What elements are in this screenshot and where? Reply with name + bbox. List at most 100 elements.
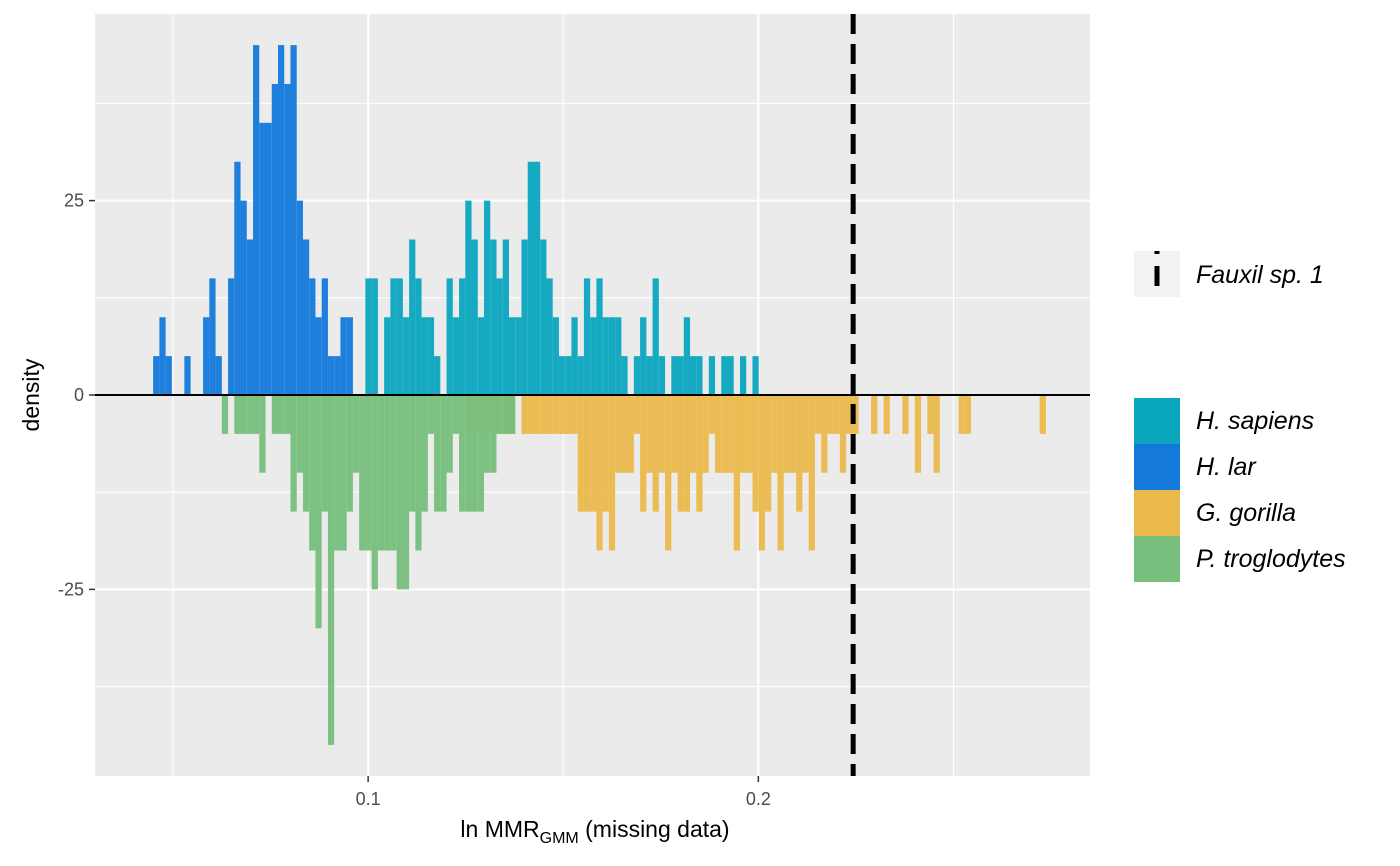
bar-p-troglodytes — [440, 395, 447, 512]
bar-g-gorilla — [583, 395, 591, 512]
bar-h-lar — [240, 200, 247, 395]
bar-p-troglodytes — [471, 395, 478, 512]
bar-g-gorilla — [652, 395, 659, 512]
bar-h-sapiens — [621, 356, 628, 395]
bar-h-sapiens — [490, 239, 497, 395]
bar-h-sapiens — [608, 317, 616, 395]
bar-p-troglodytes — [246, 395, 254, 434]
bar-h-lar — [246, 239, 254, 395]
bar-h-lar — [278, 45, 285, 395]
bar-h-lar — [271, 83, 279, 396]
bar-p-troglodytes — [402, 395, 410, 590]
bar-h-sapiens — [402, 317, 410, 395]
bar-g-gorilla — [927, 395, 934, 434]
bar-p-troglodytes — [415, 395, 422, 551]
bar-g-gorilla — [690, 395, 697, 473]
bar-g-gorilla — [808, 395, 815, 551]
bar-g-gorilla — [727, 395, 734, 473]
bar-g-gorilla — [802, 395, 809, 473]
bar-g-gorilla — [883, 395, 890, 434]
bar-g-gorilla — [764, 395, 772, 512]
bar-h-sapiens — [508, 317, 516, 395]
bar-h-lar — [209, 278, 216, 395]
bar-p-troglodytes — [271, 395, 279, 434]
bar-h-lar — [215, 356, 222, 395]
bar-g-gorilla — [546, 395, 553, 434]
bar-h-sapiens — [465, 200, 472, 395]
bar-h-sapiens — [421, 317, 428, 395]
y-axis: 25 0 -25 — [58, 191, 95, 599]
legend-entry-h-lar: H. lar — [1134, 444, 1257, 490]
bar-p-troglodytes — [334, 395, 341, 551]
bar-h-sapiens — [571, 317, 578, 395]
bar-h-lar — [334, 356, 341, 395]
bar-g-gorilla — [627, 395, 634, 473]
bar-g-gorilla — [814, 395, 822, 434]
x-axis-title-subscript: GMM — [540, 830, 579, 847]
bar-g-gorilla — [771, 395, 778, 473]
bar-h-sapiens — [633, 356, 641, 395]
bar-h-sapiens — [496, 278, 503, 395]
bar-h-sapiens — [671, 356, 678, 395]
bar-h-sapiens — [652, 278, 659, 395]
bar-g-gorilla — [739, 395, 747, 473]
bar-h-sapiens — [527, 161, 534, 395]
bar-p-troglodytes — [459, 395, 466, 512]
bar-p-troglodytes — [496, 395, 503, 434]
bar-h-lar — [321, 278, 328, 395]
legend-entry-p-troglodytes: P. troglodytes — [1134, 536, 1346, 582]
bar-p-troglodytes — [365, 395, 372, 551]
bar-h-sapiens — [708, 356, 716, 395]
bar-h-sapiens — [477, 317, 485, 395]
bar-h-sapiens — [427, 317, 435, 395]
legend-swatch-g-gorilla — [1134, 490, 1180, 536]
bar-p-troglodytes — [259, 395, 266, 473]
bar-h-lar — [284, 83, 291, 396]
bar-g-gorilla — [708, 395, 716, 434]
bar-p-troglodytes — [234, 395, 241, 434]
bar-h-sapiens — [752, 356, 759, 395]
bar-p-troglodytes — [296, 395, 303, 473]
bar-h-lar — [259, 122, 266, 395]
bar-p-troglodytes — [221, 395, 229, 434]
legend-entry-fauxil: Fauxil sp. 1 — [1134, 251, 1324, 297]
bar-h-sapiens — [515, 317, 522, 395]
bar-g-gorilla — [646, 395, 653, 473]
x-axis-title: ln MMRGMM (missing data) — [460, 816, 729, 847]
legend-swatch-h-sapiens — [1134, 398, 1180, 444]
x-axis-title-main: ln MMR — [460, 816, 539, 842]
bar-p-troglodytes — [309, 395, 316, 551]
bar-h-sapiens — [390, 278, 397, 395]
bar-g-gorilla — [839, 395, 847, 473]
bar-p-troglodytes — [290, 395, 297, 512]
bar-h-sapiens — [658, 356, 666, 395]
x-axis: 0.1 0.2 — [356, 776, 771, 809]
bar-p-troglodytes — [315, 395, 322, 629]
bar-p-troglodytes — [377, 395, 385, 551]
bar-h-lar — [153, 356, 160, 395]
y-tick-label: 25 — [64, 191, 84, 211]
bar-g-gorilla — [783, 395, 790, 473]
bar-p-troglodytes — [240, 395, 247, 434]
bar-g-gorilla — [933, 395, 940, 473]
bar-h-sapiens — [396, 278, 403, 395]
bar-p-troglodytes — [434, 395, 441, 512]
bar-g-gorilla — [596, 395, 603, 551]
bar-h-sapiens — [384, 317, 391, 395]
bar-p-troglodytes — [409, 395, 416, 512]
bar-h-sapiens — [471, 239, 478, 395]
bar-g-gorilla — [527, 395, 534, 434]
bar-h-sapiens — [546, 278, 553, 395]
bar-p-troglodytes — [484, 395, 491, 473]
bar-h-sapiens — [409, 239, 416, 395]
bar-h-sapiens — [459, 278, 466, 395]
bar-h-sapiens — [415, 278, 422, 395]
bar-h-lar — [253, 45, 260, 395]
bar-h-lar — [302, 239, 310, 395]
bar-h-sapiens — [690, 356, 697, 395]
bar-g-gorilla — [871, 395, 878, 434]
bar-g-gorilla — [533, 395, 541, 434]
bar-h-lar — [346, 317, 353, 395]
bar-h-lar — [315, 317, 322, 395]
bar-g-gorilla — [1039, 395, 1046, 434]
